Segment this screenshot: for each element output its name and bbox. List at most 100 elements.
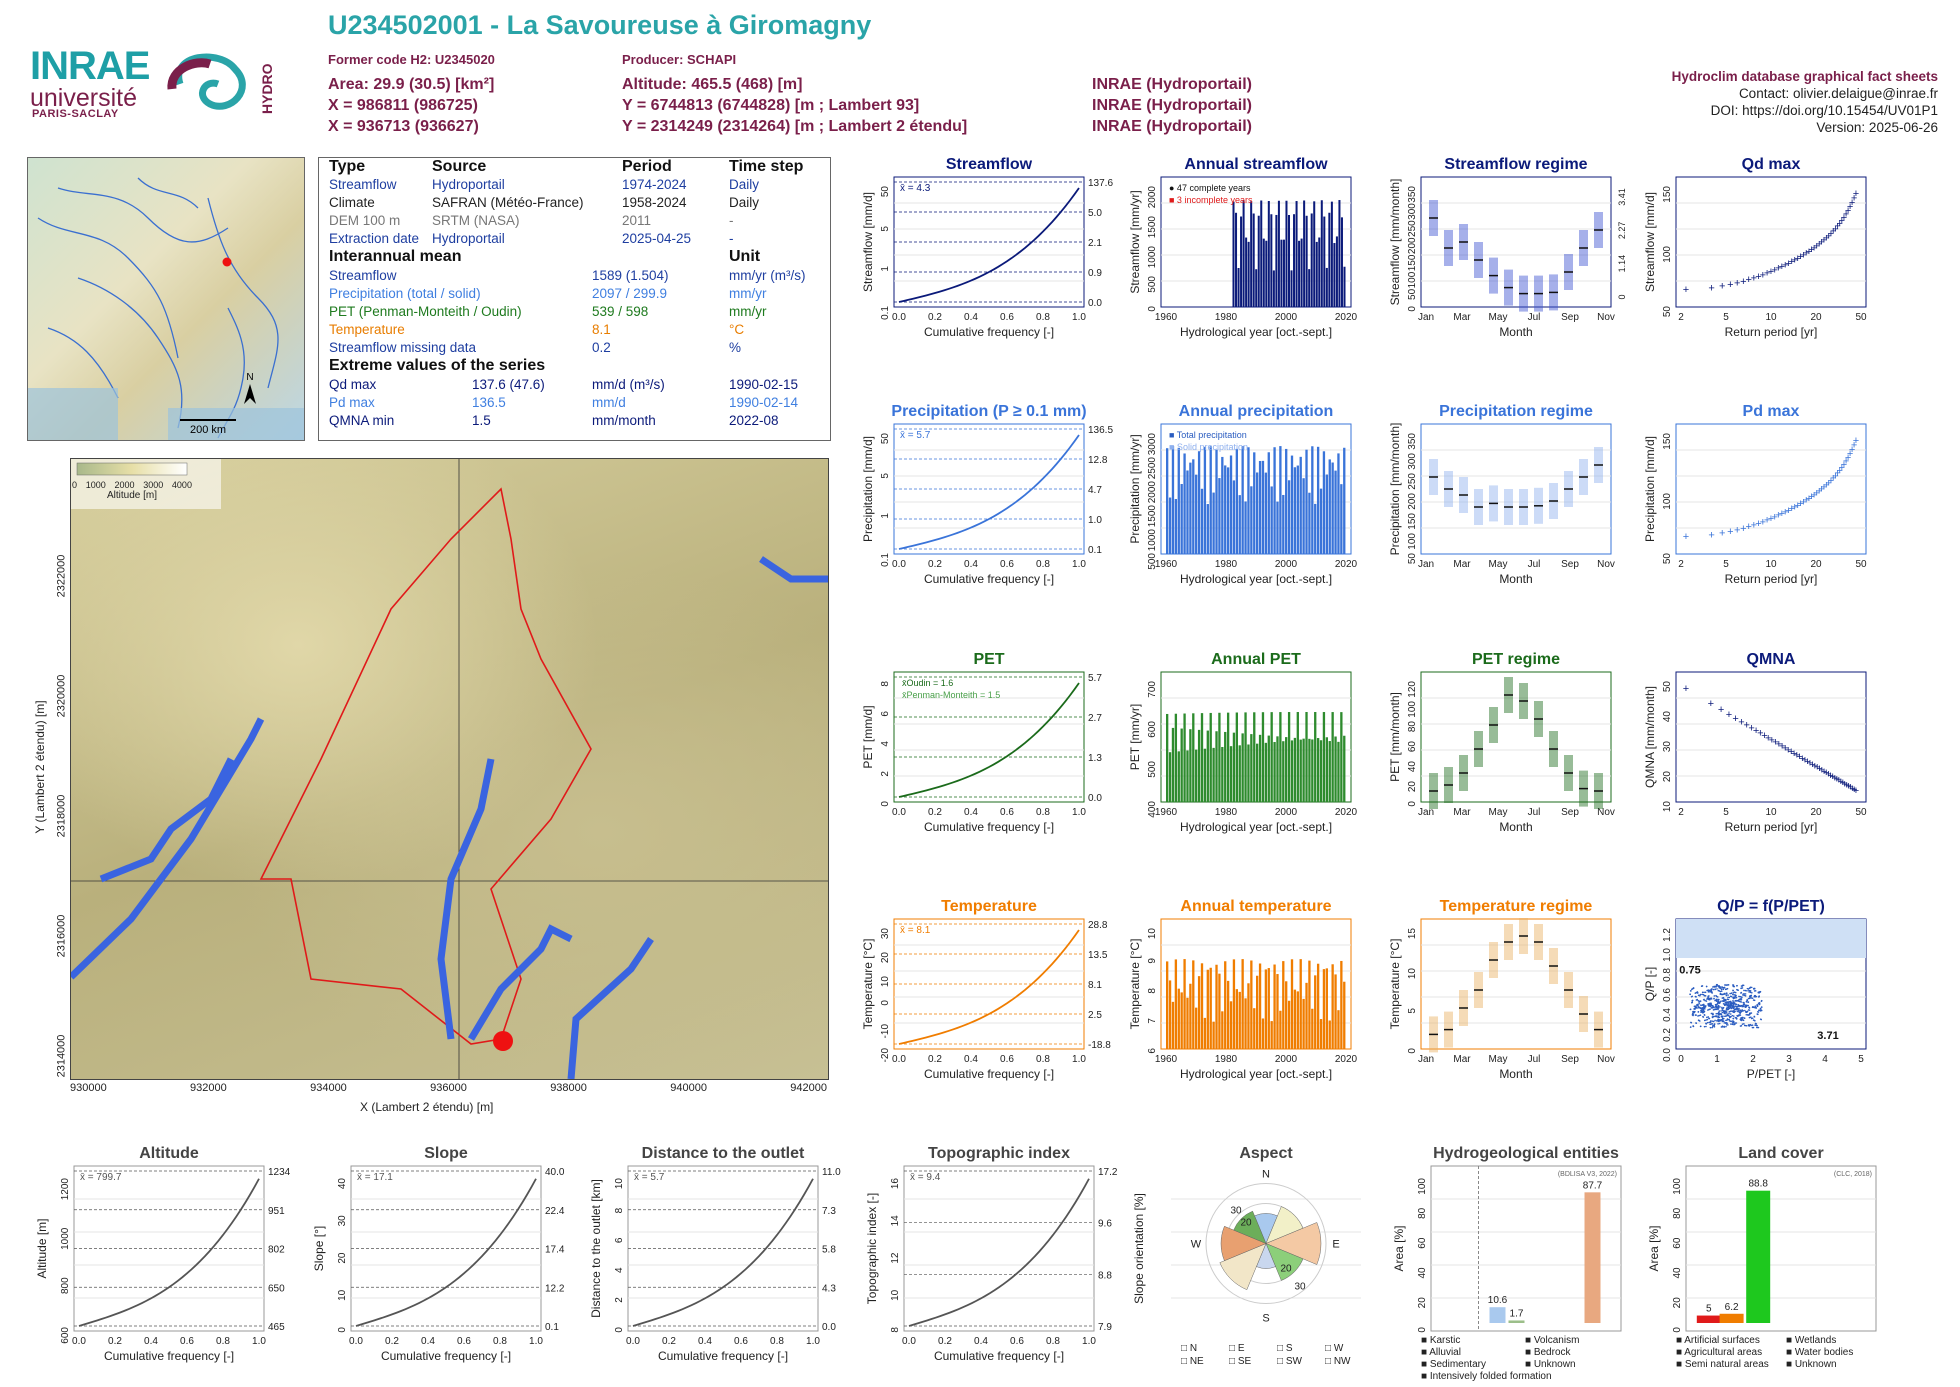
scatter-point <box>1714 1003 1717 1006</box>
point: + <box>1764 515 1770 527</box>
y-label: PET [mm/month] <box>1388 692 1402 782</box>
dem-ytick: 2314000 <box>55 1034 68 1078</box>
bar <box>1189 462 1192 554</box>
y-tick: 0 <box>1407 306 1418 312</box>
scatter-point <box>1725 984 1728 986</box>
panel-precipitation: Precipitation (P ≥ 0.1 mm) 50 5 1 0.1 0.0 0.2 0… <box>858 402 1138 627</box>
bar <box>1250 201 1253 307</box>
panel-title: Streamflow regime <box>1444 156 1587 173</box>
x-tick: Mar <box>1453 312 1471 323</box>
scatter-point <box>1704 991 1707 994</box>
scatter-point <box>1701 993 1704 996</box>
mean-label: x̄ = 9.4 <box>910 1172 941 1183</box>
river-network: 200 km N <box>28 177 304 440</box>
x-tick: 2000 <box>1275 1054 1298 1065</box>
x-tick: 0.6 <box>1010 1336 1024 1347</box>
scatter-point <box>1745 1013 1748 1016</box>
y-label: Distance to the outlet [km] <box>589 1179 603 1318</box>
scatter-point <box>1701 991 1704 994</box>
y-tick: 60 <box>1672 1237 1683 1249</box>
y-tick: 600 <box>1147 721 1158 738</box>
th-unit: Unit <box>729 248 761 265</box>
y-tick: 250 <box>1407 220 1418 237</box>
dem-svg <box>71 459 828 1079</box>
bar <box>1267 452 1270 554</box>
point: + <box>1755 271 1761 283</box>
x-tick: 1980 <box>1215 559 1238 570</box>
scatter-point <box>1726 1004 1728 1006</box>
point: + <box>1775 510 1781 522</box>
bar <box>1303 200 1306 307</box>
scatter-point <box>1717 1004 1720 1007</box>
x-tick: May <box>1489 1054 1508 1065</box>
aspect-wedge <box>1265 1222 1322 1265</box>
point: + <box>1853 785 1859 797</box>
point: + <box>1838 776 1844 788</box>
right-value: 0.1 <box>545 1322 559 1333</box>
scatter-point <box>1711 992 1713 994</box>
x-tick: 1.0 <box>1072 312 1086 323</box>
scatter-point <box>1705 1000 1708 1002</box>
scatter-point <box>1722 988 1725 991</box>
bar-label: 87.7 <box>1583 1180 1603 1191</box>
scatter-point <box>1691 1001 1694 1004</box>
scatter-point <box>1699 1020 1701 1022</box>
panel-title: Streamflow <box>946 156 1033 173</box>
scatter-point <box>1695 992 1697 994</box>
bar <box>1340 960 1343 1049</box>
scatter-point <box>1737 1004 1740 1007</box>
y-tick: 0 <box>880 1000 891 1006</box>
panel-title: Pd max <box>1743 403 1800 420</box>
x-tick: 50 <box>1855 807 1867 818</box>
scatter-point <box>1726 1014 1729 1017</box>
bar <box>1192 713 1195 802</box>
cdf-curve <box>908 1178 1090 1327</box>
scatter-point <box>1737 1009 1740 1012</box>
scatter-point <box>1733 1002 1735 1005</box>
scatter-point <box>1721 1011 1724 1014</box>
scatter-point <box>1759 1007 1762 1010</box>
bar <box>1264 472 1268 554</box>
y-tick: 3000 <box>1147 433 1158 456</box>
scatter-point <box>1754 1019 1756 1022</box>
scatter-point <box>1726 1006 1728 1008</box>
ext-unit: mm/d (m³/s) <box>592 377 665 392</box>
point: + <box>1708 698 1714 710</box>
river <box>99 757 235 883</box>
scatter-point <box>1717 1001 1720 1004</box>
bar <box>1334 736 1337 802</box>
scatter-point <box>1710 1012 1713 1015</box>
scatter-point <box>1719 1020 1721 1022</box>
river <box>467 924 573 1041</box>
scatter-point <box>1758 1009 1760 1012</box>
info-table: Type Source Period Time step Streamflow … <box>318 157 831 441</box>
former-code: Former code H2: U2345020 <box>328 52 495 67</box>
y-tick: 10 <box>1147 928 1158 940</box>
point: + <box>1727 279 1733 291</box>
scatter-point <box>1749 990 1752 992</box>
y-lambert93: Y = 6744813 (6744828) [m ; Lambert 93] <box>622 97 920 114</box>
th-type: Type <box>329 158 366 175</box>
x-tick: 1.0 <box>806 1336 820 1347</box>
north-arrow-icon <box>244 384 256 404</box>
th-source: Source <box>432 158 487 175</box>
panel-title: Distance to the outlet <box>642 1145 805 1162</box>
scatter-point <box>1722 1017 1725 1020</box>
point: + <box>1791 748 1797 760</box>
point: + <box>1719 528 1725 540</box>
x-tick: 4 <box>1822 1054 1828 1065</box>
y-label: Slope orientation [%] <box>1132 1193 1146 1304</box>
scatter-point <box>1691 1013 1694 1016</box>
scatter-point <box>1707 991 1710 993</box>
bar <box>1290 740 1294 802</box>
scatter-point <box>1725 1021 1728 1024</box>
scatter-point <box>1739 998 1742 1001</box>
bar <box>1166 448 1169 554</box>
y-tick: 50 <box>1407 288 1418 300</box>
bar <box>1183 713 1186 802</box>
bar <box>1221 456 1224 554</box>
y-tick: 0 <box>880 801 891 807</box>
x-tick: 0.4 <box>964 312 978 323</box>
scatter-point <box>1701 1008 1703 1010</box>
bar <box>1287 712 1291 802</box>
